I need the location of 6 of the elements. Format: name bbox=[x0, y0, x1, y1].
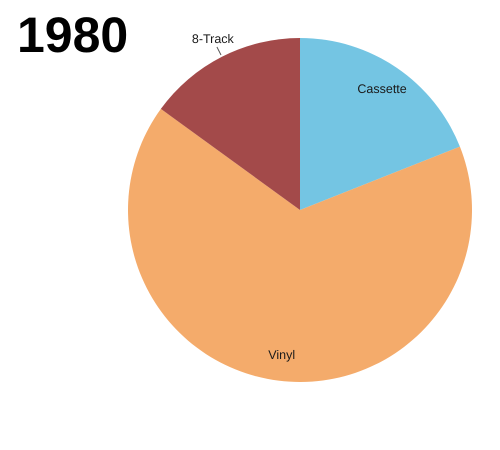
chart-title: 1980 bbox=[17, 7, 128, 63]
slice-label: Cassette bbox=[357, 82, 407, 96]
pie-slice bbox=[128, 108, 472, 382]
pie-slice bbox=[300, 38, 460, 210]
slice-label: Vinyl bbox=[268, 348, 296, 362]
slice-label: 8-Track bbox=[192, 32, 235, 46]
